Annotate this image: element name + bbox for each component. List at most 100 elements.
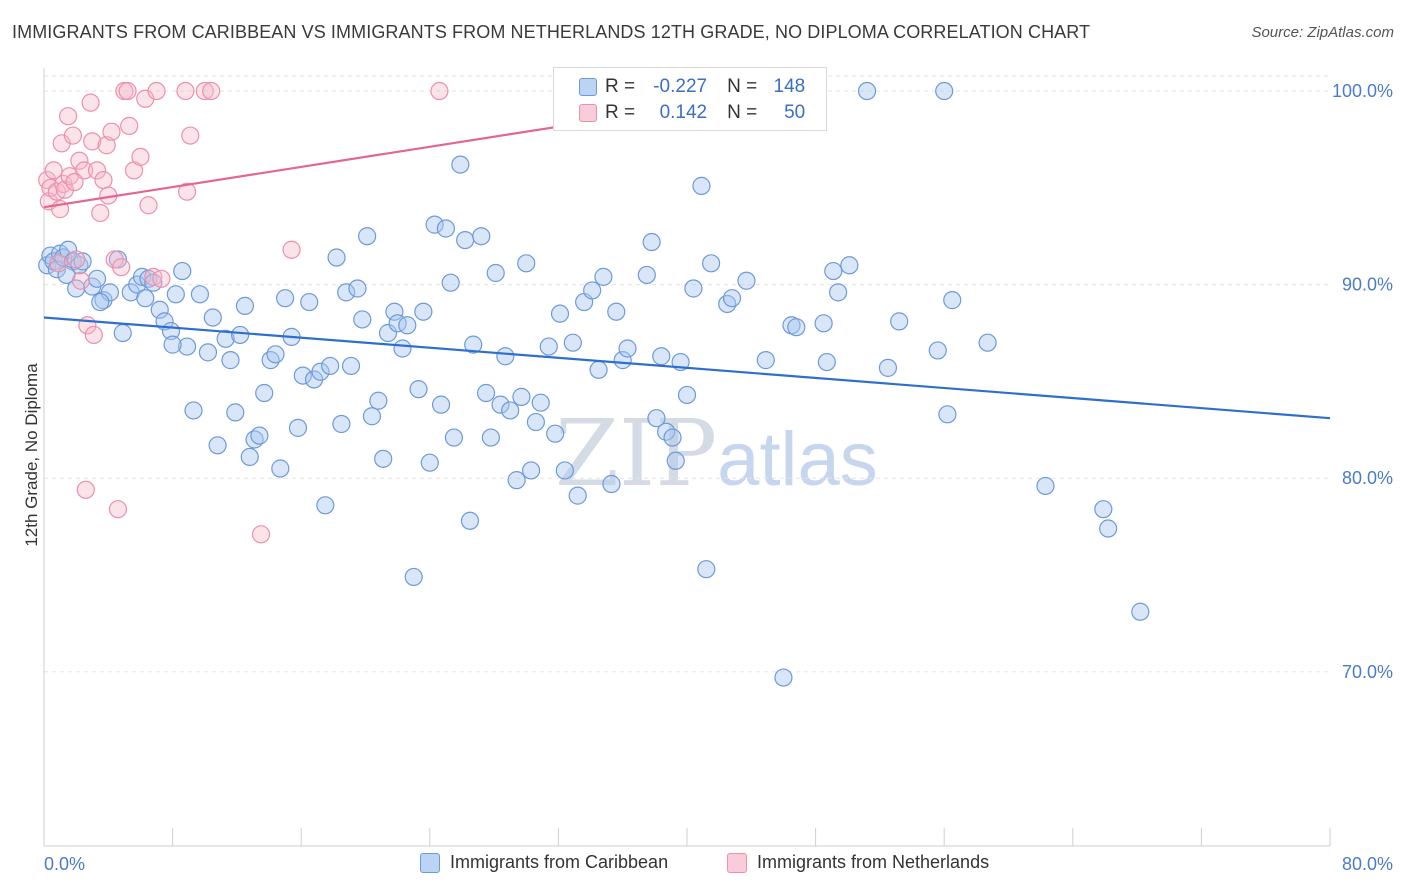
y-tick-label: 70.0%: [1342, 662, 1393, 682]
caribbean-point: [198, 343, 218, 362]
tick-labels: 70.0% 80.0% 90.0% 100.0% 0.0% 80.0%: [44, 81, 1393, 874]
caribbean-point: [692, 176, 711, 195]
caribbean-point: [824, 261, 843, 281]
netherlands-point: [282, 240, 301, 259]
caribbean-point: [250, 426, 269, 445]
caribbean-point: [890, 312, 909, 331]
netherlands-point: [139, 196, 158, 215]
y-tick-label: 100.0%: [1332, 81, 1393, 101]
caribbean-point: [358, 227, 377, 246]
caribbean-point: [409, 380, 428, 399]
caribbean-point: [677, 385, 697, 405]
caribbean-point: [481, 428, 500, 447]
y-axis-label: 12th Grade, No Diploma: [22, 363, 41, 547]
legend-n-label: N =: [727, 102, 758, 123]
caribbean-point: [414, 302, 433, 321]
watermark: ZIPatlas: [555, 400, 878, 507]
caribbean-point: [378, 323, 398, 343]
netherlands-point: [131, 147, 150, 166]
caribbean-point: [235, 296, 255, 316]
caribbean-point: [208, 436, 227, 455]
caribbean-point: [150, 300, 169, 319]
netherlands-point: [97, 136, 116, 155]
caribbean-point: [332, 414, 351, 434]
caribbean-point: [385, 302, 404, 321]
netherlands-point: [75, 161, 94, 180]
caribbean-point: [647, 409, 666, 428]
caribbean-point: [501, 401, 520, 420]
netherlands-point: [112, 258, 131, 277]
caribbean-point: [1094, 500, 1113, 519]
legend-r-value: -0.227: [653, 76, 708, 97]
caribbean-point: [737, 271, 756, 290]
caribbean-point: [73, 252, 92, 271]
netherlands-point: [251, 525, 271, 544]
trend-lines: [43, 105, 1331, 420]
grid-lines: [44, 75, 1330, 673]
caribbean-point: [316, 496, 335, 515]
caribbean-point: [618, 339, 637, 358]
caribbean-point: [857, 81, 877, 101]
caribbean-point: [441, 273, 460, 292]
netherlands-point: [108, 500, 128, 519]
legend-item-netherlands: Immigrants from Netherlands: [727, 852, 989, 873]
legend-item-caribbean: Immigrants from Caribbean: [420, 852, 668, 873]
caribbean-point: [203, 308, 222, 327]
netherlands-point: [84, 325, 103, 345]
caribbean-point: [460, 511, 480, 530]
caribbean-point: [476, 383, 496, 403]
caribbean-point: [321, 356, 340, 376]
caribbean-point: [517, 254, 536, 273]
caribbean-point: [353, 310, 372, 329]
caribbean-point: [240, 447, 259, 467]
legend-n-label: N =: [727, 76, 758, 97]
netherlands-point: [67, 250, 86, 269]
caribbean-point: [512, 387, 531, 406]
netherlands-point: [147, 81, 166, 101]
netherlands-point: [55, 180, 74, 199]
caribbean-point: [702, 254, 721, 273]
caribbean-point: [393, 339, 412, 358]
caribbean-point: [362, 407, 382, 426]
caribbean-point: [276, 289, 295, 308]
caribbean-point: [666, 451, 685, 470]
source-label: Source: ZipAtlas.com: [1251, 24, 1394, 41]
netherlands-point: [202, 81, 221, 101]
caribbean-point: [163, 335, 182, 354]
caribbean-point: [456, 230, 475, 250]
caribbean-point: [642, 232, 661, 252]
caribbean-point: [464, 335, 483, 354]
caribbean-point: [337, 283, 356, 302]
caribbean-point: [684, 279, 703, 298]
netherlands-point: [81, 93, 100, 112]
caribbean-point: [261, 351, 280, 370]
legend-r-value: 0.142: [659, 102, 708, 123]
caribbean-point: [943, 291, 962, 310]
y-tick-label: 90.0%: [1342, 275, 1393, 295]
caribbean-point: [472, 227, 491, 246]
caribbean-point: [420, 453, 439, 472]
series-legend: Immigrants from Caribbean Immigrants fro…: [0, 852, 1406, 878]
legend-n-value: 148: [773, 76, 806, 97]
netherlands-point: [177, 182, 197, 201]
caribbean-point: [722, 289, 742, 308]
caribbean-point: [231, 325, 250, 345]
caribbean-point: [1131, 602, 1150, 621]
caribbean-point: [568, 486, 587, 505]
correlation-legend: R = -0.227 N = 148 R = 0.142 N = 50: [553, 67, 827, 131]
caribbean-point: [978, 333, 997, 352]
netherlands-point: [120, 116, 139, 135]
caribbean-point: [431, 395, 451, 414]
caribbean-point: [550, 304, 570, 323]
netherlands-point: [76, 480, 95, 499]
caribbean-point: [425, 215, 444, 234]
caribbean-point: [166, 285, 185, 304]
caribbean-point: [341, 356, 361, 376]
caribbean-point: [814, 314, 833, 333]
netherlands-point: [65, 172, 84, 192]
caribbean-point: [521, 461, 541, 480]
caribbean-point: [100, 283, 120, 302]
caribbean-point: [491, 395, 510, 414]
legend-n-value: 50: [784, 102, 806, 123]
